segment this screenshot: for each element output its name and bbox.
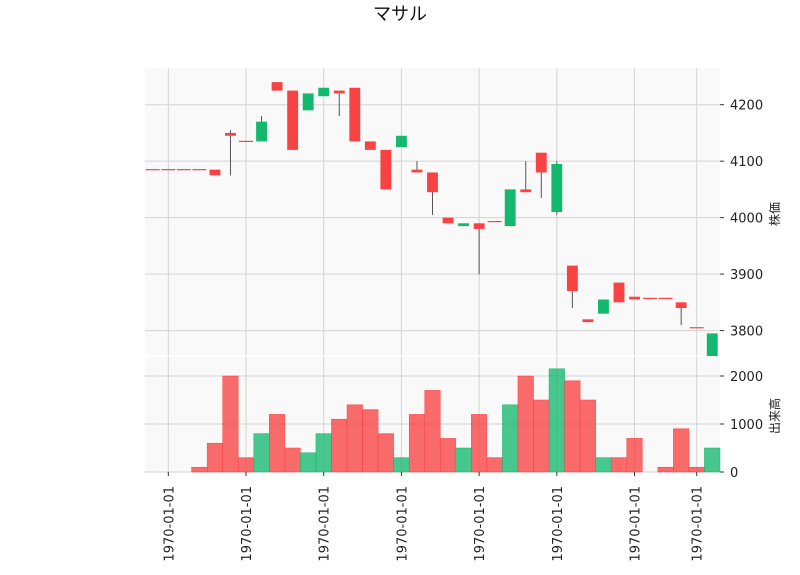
price-tick-label: 4100 [730, 155, 763, 170]
volume-bar [455, 447, 472, 473]
candle-body [598, 299, 609, 314]
volume-bar [486, 457, 503, 473]
candle-body [256, 121, 267, 142]
x-tick-label: 1970-01-01 [551, 486, 566, 562]
volume-bar [440, 438, 457, 473]
x-tick-label: 1970-01-01 [162, 486, 177, 562]
candle-body [395, 135, 407, 148]
volume-bar [595, 457, 612, 473]
candle-body [349, 87, 361, 142]
candle-body [458, 223, 470, 227]
volume-bar [346, 404, 363, 473]
volume-bar [377, 433, 394, 473]
volume-bar [517, 375, 534, 473]
candle-body [427, 172, 438, 193]
candle-body [706, 333, 718, 356]
candle-body [380, 149, 392, 190]
volume-bar [362, 409, 379, 473]
volume-bar [502, 404, 519, 473]
x-tick-labels: 1970-01-01 1970-01-01 1970-01-01 1970-01-01… [162, 472, 706, 562]
volume-bar [393, 457, 410, 473]
candle-body [411, 169, 423, 173]
volume-bar [269, 414, 286, 473]
volume-bar [704, 447, 721, 473]
volume-bar [206, 442, 223, 473]
candle-body [209, 169, 221, 176]
candle-body [318, 87, 330, 97]
candle-body [333, 90, 345, 94]
volume-bar [626, 438, 643, 473]
x-tick-label: 1970-01-01 [473, 486, 488, 562]
volume-tick-label: 1000 [730, 418, 763, 433]
price-tick-label: 3800 [730, 325, 763, 340]
volume-bars [191, 368, 721, 473]
candle-body [551, 164, 563, 212]
volume-bar [191, 466, 208, 473]
chart-title: マサル [373, 4, 427, 25]
volume-bar [579, 399, 596, 473]
price-tick-label: 3900 [730, 268, 763, 283]
candle-body [225, 132, 236, 136]
volume-bar [548, 368, 565, 473]
volume-tick-label: 0 [730, 466, 738, 481]
volume-bar [284, 447, 301, 473]
candle-body [504, 189, 516, 227]
volume-axis-label: 出来高 [767, 398, 782, 434]
volume-bar [315, 433, 332, 473]
candle-body [364, 141, 376, 150]
candle-body [535, 152, 547, 173]
candle-body [473, 223, 485, 229]
price-axis-label: 株価 [767, 202, 782, 226]
volume-bar [253, 433, 270, 473]
x-tick-label: 1970-01-01 [318, 486, 333, 562]
candle-body [271, 82, 283, 91]
volume-bar [657, 466, 674, 473]
y-tick-labels: 3800 3900 4000 4100 4200 0 1000 2000 [720, 99, 763, 481]
candle-body [675, 302, 687, 308]
price-tick-label: 4200 [730, 99, 763, 114]
candle-body [566, 265, 578, 292]
candle-body [613, 282, 625, 303]
volume-bar [533, 399, 550, 473]
candles [145, 82, 718, 356]
candle-body [287, 90, 299, 150]
x-tick-label: 1970-01-01 [240, 486, 255, 562]
candle-body [302, 93, 314, 111]
volume-bar [688, 466, 705, 473]
x-tick-label: 1970-01-01 [395, 486, 410, 562]
volume-bar [300, 452, 317, 473]
x-tick-label: 1970-01-01 [691, 486, 706, 562]
volume-bar [237, 457, 255, 473]
candle-body [582, 319, 594, 323]
volume-tick-label: 2000 [730, 370, 763, 385]
price-tick-label: 4000 [730, 212, 763, 227]
volume-bar [673, 428, 690, 473]
candle-body [520, 189, 532, 193]
volume-bar [610, 457, 628, 473]
volume-bar [408, 414, 425, 473]
candle-body [629, 296, 640, 300]
volume-bar [564, 380, 581, 473]
volume-bar [424, 390, 441, 473]
volume-bar [471, 414, 488, 473]
candle-body [442, 217, 454, 224]
x-tick-label: 1970-01-01 [629, 486, 644, 562]
volume-bar [331, 418, 348, 473]
volume-bar [222, 375, 239, 473]
